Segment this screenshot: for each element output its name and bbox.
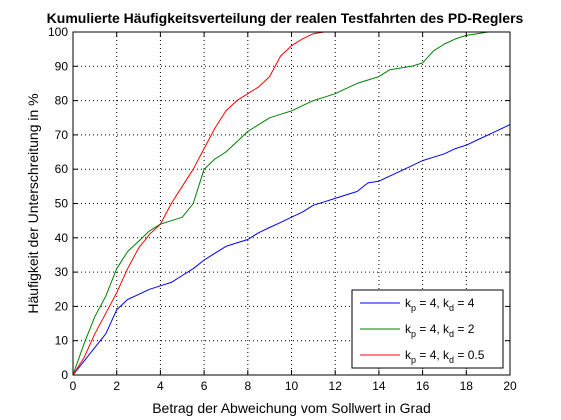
- legend-text-part: = 4,: [416, 296, 443, 310]
- legend-subscript: d: [449, 329, 454, 339]
- x-tick-label: 18: [460, 379, 474, 393]
- y-tick-label: 60: [55, 162, 69, 176]
- axis-ticks: 0 2 4 6 8 10 12 14 16 18 20 0 10 20 30 40 50 60 70 80 90 100: [48, 25, 517, 393]
- legend: kp = 4, kd = 4kp = 4, kd = 2kp = 4, kd =…: [351, 289, 504, 369]
- x-tick-label: 12: [329, 379, 343, 393]
- y-tick-label: 0: [61, 368, 68, 382]
- y-tick-label: 10: [55, 334, 69, 348]
- x-tick-label: 4: [157, 379, 164, 393]
- y-tick-label: 90: [55, 59, 69, 73]
- series-line-1: [72, 124, 511, 376]
- x-tick-label: 16: [416, 379, 430, 393]
- y-tick-label: 80: [55, 94, 69, 108]
- y-tick-label: 20: [55, 299, 69, 313]
- legend-subscript: p: [411, 329, 416, 339]
- x-axis-label: Betrag der Abweichung vom Sollwert in Gr…: [152, 400, 431, 416]
- legend-text-part: = 4,: [416, 348, 443, 362]
- x-tick-label: 0: [70, 379, 77, 393]
- x-tick-label: 2: [113, 379, 120, 393]
- legend-entry: kp = 4, kd = 2: [405, 322, 475, 339]
- legend-text-part: k: [443, 348, 450, 362]
- x-tick-label: 20: [503, 379, 517, 393]
- legend-subscript: p: [411, 303, 416, 313]
- x-tick-label: 10: [285, 379, 299, 393]
- legend-subscript: d: [449, 355, 454, 365]
- legend-text-part: k: [405, 296, 412, 310]
- legend-entry: kp = 4, kd = 4: [405, 296, 475, 313]
- legend-subscript: p: [411, 355, 416, 365]
- y-tick-label: 40: [55, 231, 69, 245]
- series-layer: [72, 31, 511, 376]
- legend-text-part: k: [443, 296, 450, 310]
- x-tick-label: 14: [372, 379, 386, 393]
- x-tick-label: 8: [244, 379, 251, 393]
- x-tick-label: 6: [201, 379, 208, 393]
- y-tick-label: 30: [55, 265, 69, 279]
- legend-text-part: = 4: [454, 296, 475, 310]
- chart-title: Kumulierte Häufigkeitsverteilung der rea…: [47, 10, 524, 26]
- legend-subscript: d: [449, 303, 454, 313]
- y-tick-label: 70: [55, 128, 69, 142]
- series-line-2: [72, 31, 489, 376]
- y-tick-label: 100: [48, 25, 68, 39]
- legend-text-part: k: [443, 322, 450, 336]
- legend-text-part: = 4,: [416, 322, 443, 336]
- legend-text-part: = 2: [454, 322, 475, 336]
- legend-text-part: k: [405, 322, 412, 336]
- legend-text-part: k: [405, 348, 412, 362]
- y-axis-label: Häufigkeit der Unterschreitung in %: [25, 93, 41, 313]
- legend-text-part: = 0.5: [454, 348, 485, 362]
- y-tick-label: 50: [55, 197, 69, 211]
- series-line-3: [72, 31, 325, 376]
- legend-entry: kp = 4, kd = 0.5: [405, 348, 485, 365]
